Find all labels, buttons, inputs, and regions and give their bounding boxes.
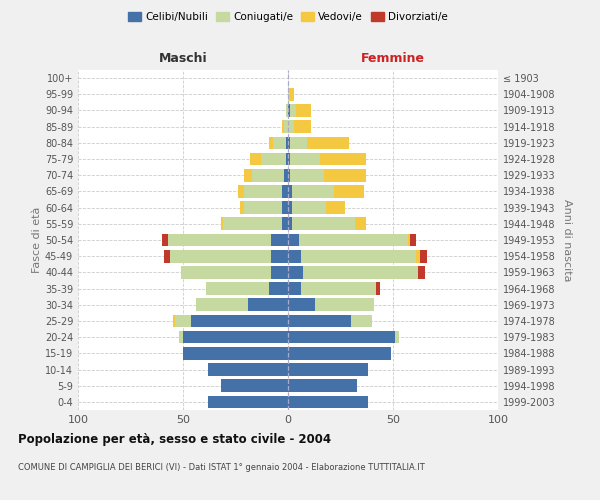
Bar [299,234,408,246]
Bar [288,88,290,101]
Bar [288,380,358,392]
Bar [271,250,288,262]
Bar [273,136,286,149]
Bar [395,331,400,344]
Bar [288,363,368,376]
Bar [295,120,311,133]
Bar [282,120,284,133]
Bar [196,298,248,311]
Bar [271,266,288,278]
Bar [288,314,351,328]
Legend: Celibi/Nubili, Coniugati/e, Vedovi/e, Divorziati/e: Celibi/Nubili, Coniugati/e, Vedovi/e, Di… [124,8,452,26]
Bar [351,314,372,328]
Bar [288,218,292,230]
Bar [208,396,288,408]
Bar [288,202,292,214]
Bar [175,314,191,328]
Text: Maschi: Maschi [158,52,208,65]
Bar [173,314,175,328]
Bar [244,202,282,214]
Bar [288,185,292,198]
Bar [290,88,295,101]
Bar [421,250,427,262]
Bar [221,380,288,392]
Bar [301,282,376,295]
Bar [162,234,168,246]
Bar [290,152,320,166]
Bar [269,136,274,149]
Bar [221,218,223,230]
Bar [170,250,271,262]
Bar [288,298,316,311]
Bar [269,282,288,295]
Bar [292,218,355,230]
Bar [288,331,395,344]
Bar [288,347,391,360]
Bar [290,136,307,149]
Bar [326,202,345,214]
Bar [282,202,288,214]
Bar [248,298,288,311]
Bar [253,169,284,181]
Y-axis label: Anni di nascita: Anni di nascita [562,198,572,281]
Y-axis label: Fasce di età: Fasce di età [32,207,42,273]
Bar [324,169,366,181]
Bar [286,104,288,117]
Bar [320,152,366,166]
Bar [290,104,296,117]
Bar [260,152,286,166]
Bar [271,234,288,246]
Bar [334,185,364,198]
Bar [244,185,282,198]
Bar [240,202,244,214]
Bar [244,169,252,181]
Bar [223,218,282,230]
Bar [288,396,368,408]
Bar [288,152,290,166]
Bar [290,169,324,181]
Bar [284,169,288,181]
Bar [288,234,299,246]
Bar [416,250,420,262]
Bar [410,234,416,246]
Bar [191,314,288,328]
Bar [288,136,290,149]
Bar [288,282,301,295]
Bar [288,169,290,181]
Bar [418,266,425,278]
Bar [288,250,301,262]
Bar [301,250,416,262]
Bar [181,266,271,278]
Bar [282,218,288,230]
Bar [208,363,288,376]
Bar [288,266,303,278]
Bar [296,104,311,117]
Bar [316,298,374,311]
Text: Popolazione per età, sesso e stato civile - 2004: Popolazione per età, sesso e stato civil… [18,432,331,446]
Bar [183,347,288,360]
Bar [183,331,288,344]
Bar [288,120,295,133]
Bar [282,185,288,198]
Bar [250,152,260,166]
Bar [284,120,288,133]
Bar [238,185,244,198]
Bar [292,185,334,198]
Bar [355,218,366,230]
Bar [288,104,290,117]
Bar [286,136,288,149]
Bar [179,331,183,344]
Bar [376,282,380,295]
Bar [303,266,418,278]
Text: COMUNE DI CAMPIGLIA DEI BERICI (VI) - Dati ISTAT 1° gennaio 2004 - Elaborazione : COMUNE DI CAMPIGLIA DEI BERICI (VI) - Da… [18,462,425,471]
Bar [206,282,269,295]
Bar [164,250,170,262]
Bar [168,234,271,246]
Bar [292,202,326,214]
Bar [408,234,410,246]
Bar [307,136,349,149]
Text: Femmine: Femmine [361,52,425,65]
Bar [286,152,288,166]
